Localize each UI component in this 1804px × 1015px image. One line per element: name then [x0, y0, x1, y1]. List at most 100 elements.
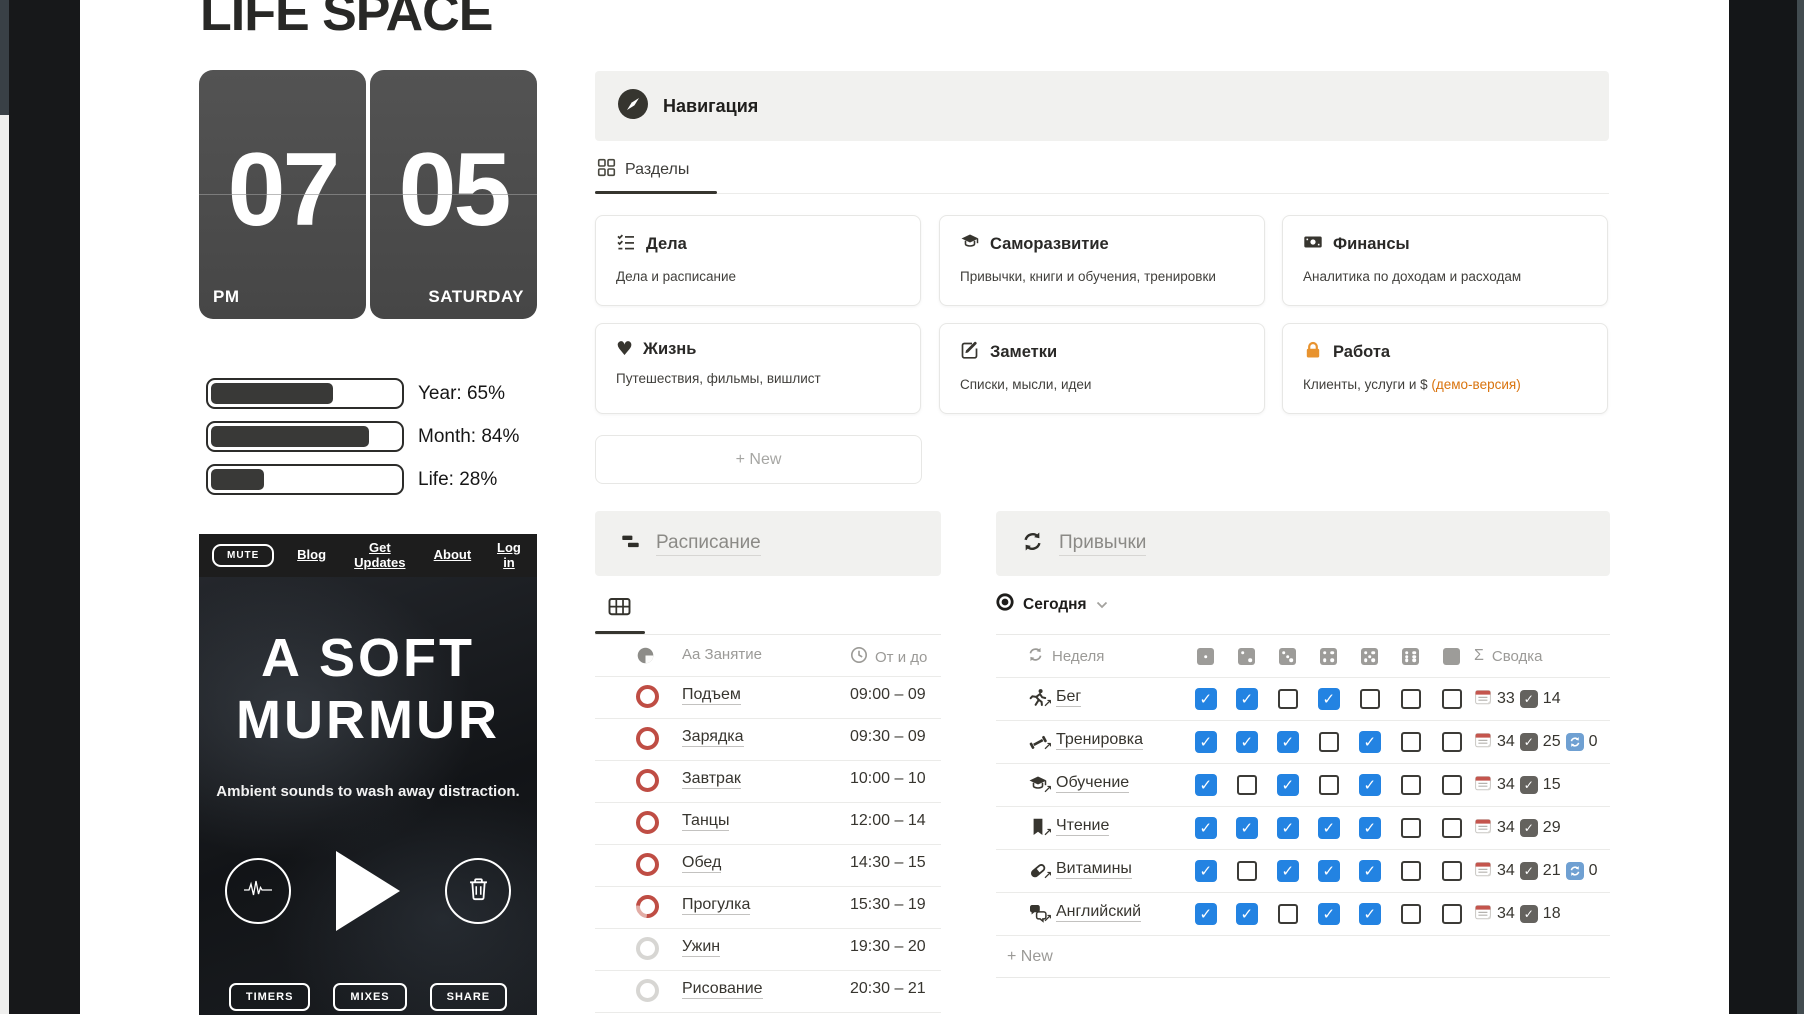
habit-checkbox-day5[interactable] — [1359, 817, 1381, 839]
card-zametki[interactable]: Заметки Списки, мысли, идеи — [939, 323, 1265, 414]
habit-name-link[interactable]: Тренировка — [1056, 731, 1143, 750]
card-finansy[interactable]: Финансы Аналитика по доходам и расходам — [1282, 215, 1608, 306]
card-rabota[interactable]: Работа Клиенты, услуги и $ (демо-версия) — [1282, 323, 1608, 414]
habit-checkbox-day2[interactable] — [1236, 731, 1258, 753]
column-header-time[interactable]: От и до — [850, 646, 927, 668]
habit-checkbox-day2[interactable] — [1237, 861, 1257, 881]
new-habit-button[interactable]: + New — [996, 936, 1610, 978]
habit-checkbox-day4[interactable] — [1318, 688, 1340, 710]
murmur-title: A SOFT MURMUR — [199, 627, 537, 751]
habit-checkbox-day7[interactable] — [1442, 732, 1462, 752]
card-dela[interactable]: Дела Дела и расписание — [595, 215, 921, 306]
habit-checkbox-day6[interactable] — [1401, 775, 1421, 795]
mute-button[interactable]: MUTE — [212, 544, 275, 567]
habit-summary: 34 ✓ 25 0 — [1474, 721, 1598, 763]
task-status-ring[interactable] — [636, 811, 659, 834]
habit-name-link[interactable]: Чтение — [1056, 817, 1110, 836]
habit-checkbox-day2[interactable] — [1236, 688, 1258, 710]
habit-checkbox-day2[interactable] — [1236, 817, 1258, 839]
weekday-die-5 — [1361, 648, 1378, 665]
habit-checkbox-day3[interactable] — [1277, 817, 1299, 839]
habit-name-link[interactable]: Витамины — [1056, 860, 1132, 879]
habit-checkbox-day4[interactable] — [1318, 817, 1340, 839]
habit-checkbox-day1[interactable] — [1195, 688, 1217, 710]
habit-checkbox-day5[interactable] — [1360, 689, 1380, 709]
log-in-link[interactable]: Log in — [497, 539, 521, 570]
habit-checkbox-day3[interactable] — [1277, 731, 1299, 753]
column-header-summary[interactable]: Σ Сводка — [1474, 635, 1543, 677]
table-view-tab[interactable] — [607, 594, 632, 624]
get-updates-link[interactable]: Get Updates — [354, 539, 406, 570]
tabs-divider — [595, 193, 1609, 194]
habit-checkbox-day5[interactable] — [1359, 774, 1381, 796]
task-status-ring[interactable] — [636, 853, 659, 876]
habit-checkbox-day1[interactable] — [1195, 774, 1217, 796]
schedule-title-link[interactable]: Расписание — [656, 532, 761, 556]
task-name-link[interactable]: Подъем — [682, 686, 741, 705]
habit-checkbox-day4[interactable] — [1318, 860, 1340, 882]
timers-button[interactable]: TIMERS — [228, 983, 311, 1011]
habit-checkbox-day4[interactable] — [1319, 732, 1339, 752]
habit-name-link[interactable]: Бег — [1056, 688, 1082, 707]
habits-title-link[interactable]: Привычки — [1059, 532, 1147, 556]
done-count: 15 — [1542, 776, 1561, 793]
habit-checkbox-day5[interactable] — [1359, 731, 1381, 753]
task-name-link[interactable]: Завтрак — [682, 770, 741, 789]
share-button[interactable]: SHARE — [429, 983, 508, 1011]
habit-checkbox-day3[interactable] — [1278, 904, 1298, 924]
habit-checkbox-day1[interactable] — [1195, 731, 1217, 753]
task-name-link[interactable]: Зарядка — [682, 728, 744, 747]
task-status-ring[interactable] — [631, 890, 664, 923]
task-name-link[interactable]: Обед — [682, 854, 722, 873]
task-name-link[interactable]: Ужин — [682, 938, 721, 957]
habit-checkbox-day7[interactable] — [1442, 904, 1462, 924]
habit-name-link[interactable]: Английский — [1056, 903, 1142, 922]
habit-checkbox-day7[interactable] — [1442, 689, 1462, 709]
task-status-ring[interactable] — [636, 979, 659, 1002]
habit-checkbox-day6[interactable] — [1401, 904, 1421, 924]
view-selector-today[interactable]: Сегодня — [996, 593, 1108, 616]
habit-checkbox-day6[interactable] — [1401, 861, 1421, 881]
habit-checkbox-day2[interactable] — [1236, 903, 1258, 925]
task-name-link[interactable]: Рисование — [682, 980, 763, 999]
mixes-button[interactable]: MIXES — [333, 983, 407, 1011]
clear-mix-button[interactable] — [445, 858, 511, 924]
habit-checkbox-day4[interactable] — [1319, 775, 1339, 795]
card-zhizn[interactable]: ♥ Жизнь Путешествия, фильмы, вишлист — [595, 323, 921, 414]
habit-checkbox-day6[interactable] — [1401, 818, 1421, 838]
week-label: Неделя — [1052, 647, 1105, 665]
active-tab-underline — [595, 191, 717, 194]
habit-checkbox-day1[interactable] — [1195, 860, 1217, 882]
column-header-week[interactable]: Неделя — [1027, 635, 1104, 677]
habit-checkbox-day3[interactable] — [1277, 860, 1299, 882]
habit-name-link[interactable]: Обучение — [1056, 774, 1130, 793]
card-samorazvitie[interactable]: Саморазвитие Привычки, книги и обучения,… — [939, 215, 1265, 306]
task-status-ring[interactable] — [636, 937, 659, 960]
habit-checkbox-day1[interactable] — [1195, 903, 1217, 925]
column-header-name[interactable]: Aa Занятие — [682, 646, 762, 663]
habit-checkbox-day3[interactable] — [1277, 774, 1299, 796]
new-card-button[interactable]: + New — [595, 435, 922, 484]
about-link[interactable]: About — [433, 547, 472, 563]
wave-meter-button[interactable] — [225, 858, 291, 924]
habit-checkbox-day7[interactable] — [1442, 861, 1462, 881]
habit-checkbox-day6[interactable] — [1401, 732, 1421, 752]
habit-checkbox-day5[interactable] — [1359, 860, 1381, 882]
habit-checkbox-day6[interactable] — [1401, 689, 1421, 709]
habit-checkbox-day5[interactable] — [1359, 903, 1381, 925]
task-status-ring[interactable] — [636, 769, 659, 792]
play-button[interactable] — [336, 851, 400, 931]
task-status-ring[interactable] — [636, 727, 659, 750]
habit-checkbox-day3[interactable] — [1278, 689, 1298, 709]
habit-checkbox-day2[interactable] — [1237, 775, 1257, 795]
habit-checkbox-day1[interactable] — [1195, 817, 1217, 839]
murmur-navbar: MUTE Blog Get Updates About Log in — [199, 534, 537, 577]
blog-link[interactable]: Blog — [297, 547, 327, 563]
tab-sections[interactable]: Разделы — [597, 158, 689, 182]
task-name-link[interactable]: Прогулка — [682, 896, 751, 915]
habit-checkbox-day7[interactable] — [1442, 775, 1462, 795]
task-name-link[interactable]: Танцы — [682, 812, 730, 831]
habit-checkbox-day7[interactable] — [1442, 818, 1462, 838]
task-status-ring[interactable] — [636, 685, 659, 708]
habit-checkbox-day4[interactable] — [1318, 903, 1340, 925]
